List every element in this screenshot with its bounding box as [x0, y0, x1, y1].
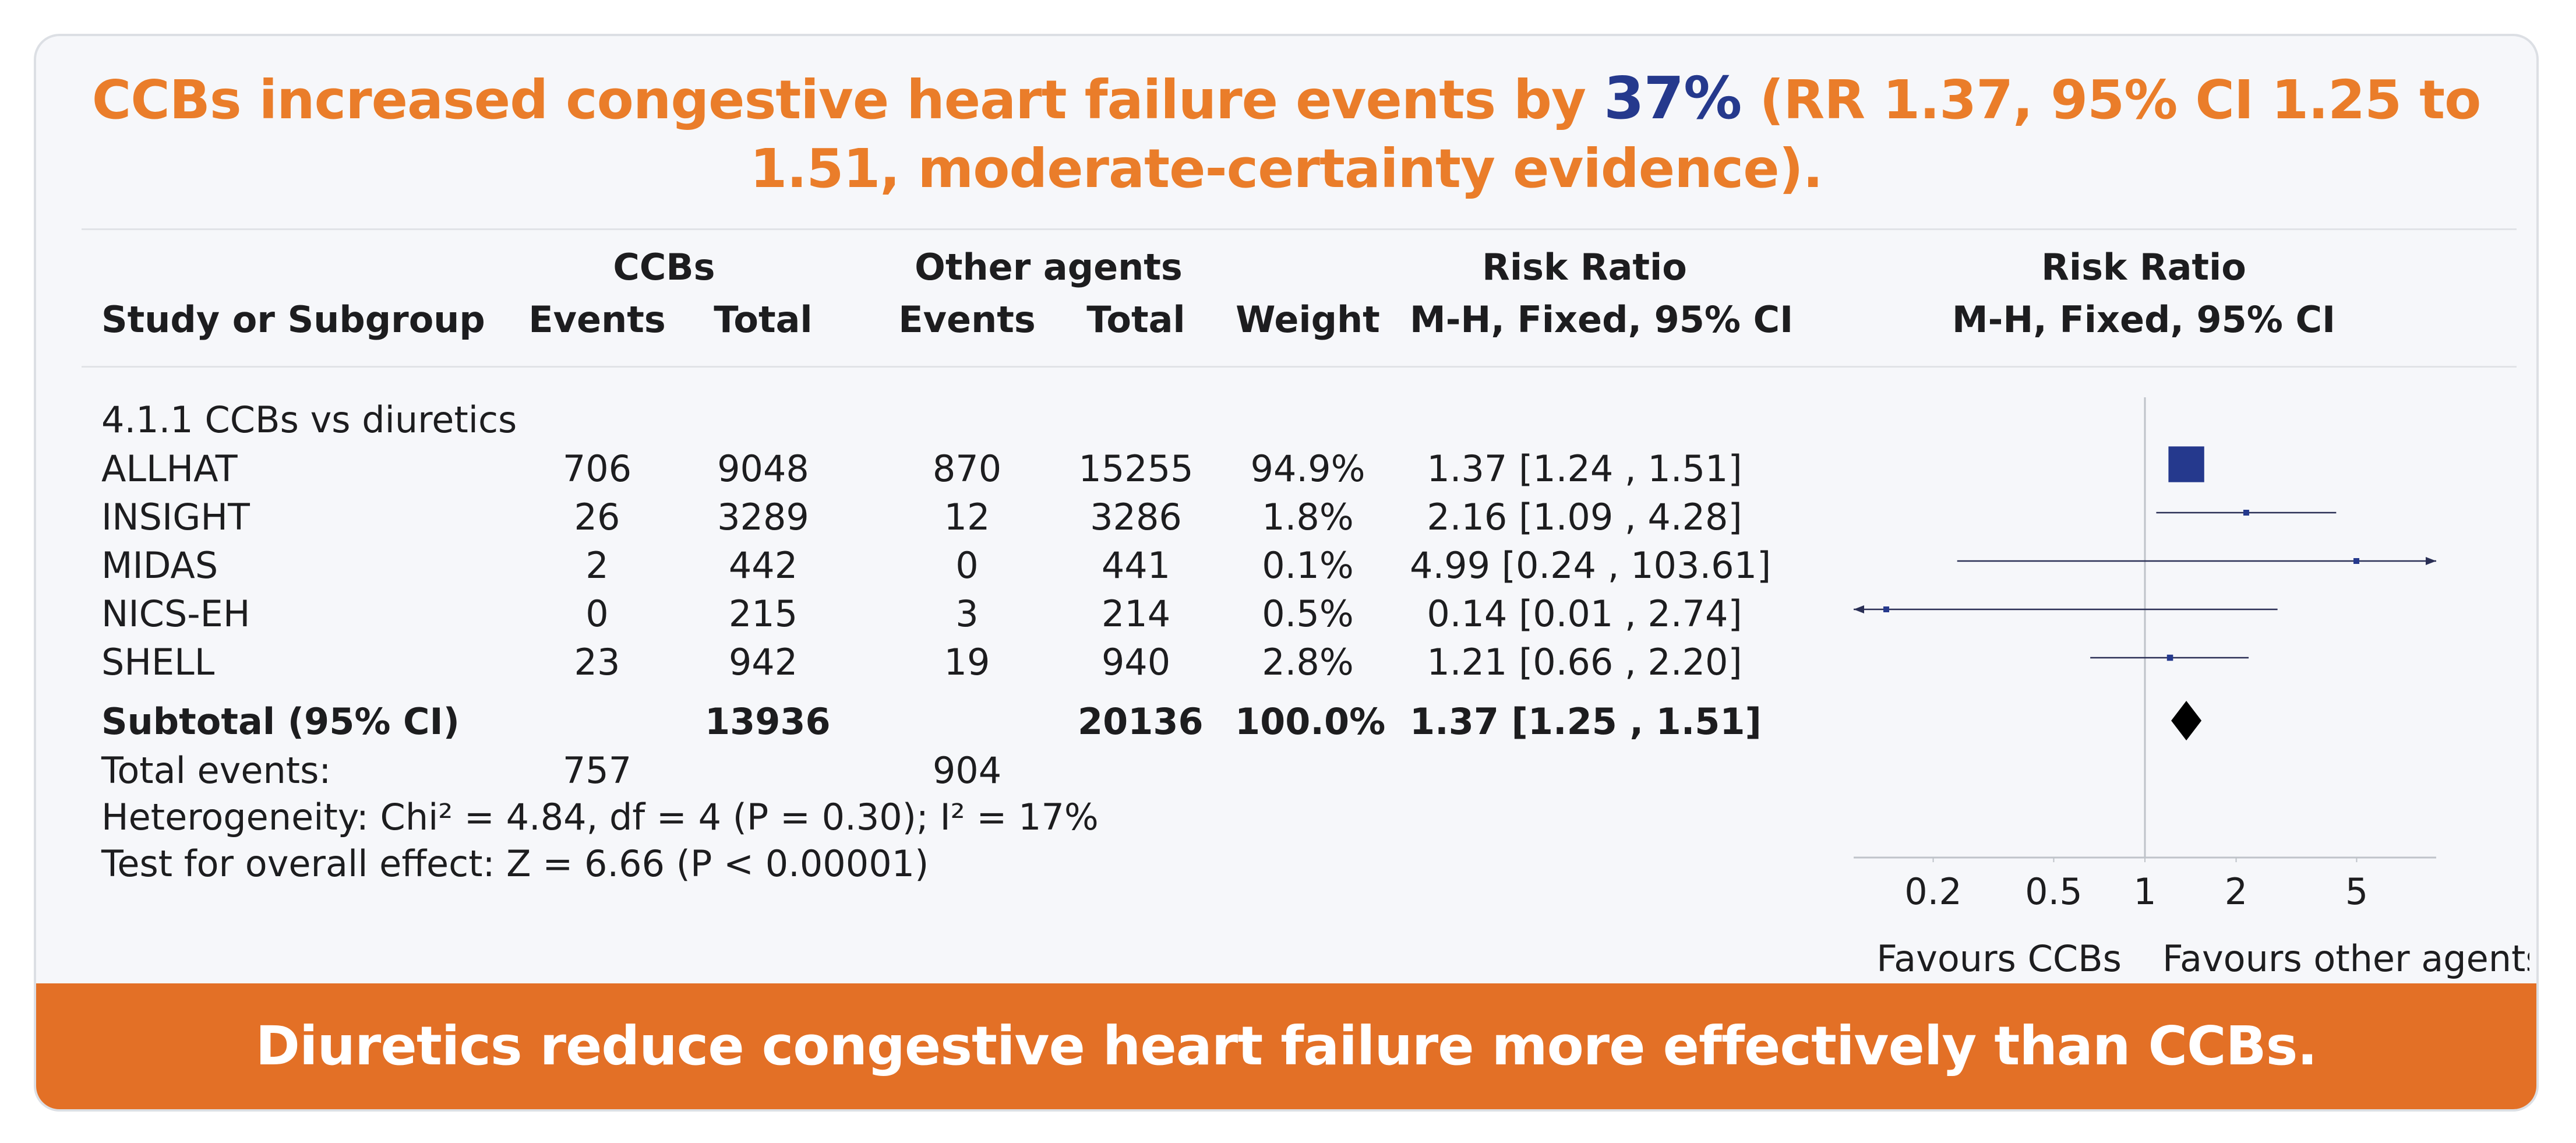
- study-name: MIDAS: [101, 544, 218, 587]
- total-events-other: 904: [932, 749, 1002, 792]
- favours-left-label: Favours CCBs: [1876, 937, 2122, 980]
- subtotal-ccb-total: 13936: [705, 700, 831, 743]
- ci-arrow-right: [2426, 557, 2436, 565]
- ccb-events: 26: [574, 496, 620, 538]
- total-events-ccb: 757: [562, 749, 632, 792]
- ccb-events: 23: [574, 641, 620, 683]
- weight: 0.1%: [1262, 544, 1354, 587]
- rr-header-table-1: Risk Ratio: [1482, 246, 1687, 288]
- ccb-total: 3289: [717, 496, 809, 538]
- subtotal-label: Subtotal (95% CI): [101, 700, 460, 743]
- subtotal-weight: 100.0%: [1235, 700, 1386, 743]
- other-total: 214: [1101, 592, 1171, 635]
- effect-marker: [2243, 510, 2249, 516]
- risk-ratio-ci: 2.16 [1.09 , 4.28]: [1427, 496, 1742, 538]
- ccb-events: 0: [585, 592, 609, 635]
- footer-text: Diuretics reduce congestive heart failur…: [255, 1015, 2318, 1077]
- weight: 1.8%: [1262, 496, 1354, 538]
- study-name: ALLHAT: [101, 447, 238, 490]
- other-events: 3: [955, 592, 979, 635]
- effect-marker: [2166, 654, 2173, 661]
- study-name: SHELL: [101, 641, 215, 683]
- col-weight: Weight: [1236, 298, 1380, 341]
- header-bottom-rule: [82, 366, 2517, 368]
- x-tick-label: 1: [2133, 870, 2156, 913]
- ccb-total: 942: [728, 641, 798, 683]
- risk-ratio-ci: 1.21 [0.66 , 2.20]: [1427, 641, 1742, 683]
- x-tick-label: 0.5: [2025, 870, 2083, 913]
- effect-marker: [1883, 606, 1889, 612]
- ccb-total: 442: [728, 544, 798, 587]
- heterogeneity-text: Heterogeneity: Chi² = 4.84, df = 4 (P = …: [101, 796, 1099, 838]
- effect-marker: [2168, 446, 2204, 482]
- study-name: INSIGHT: [101, 496, 250, 538]
- headline-before: CCBs increased congestive heart failure …: [91, 69, 1604, 131]
- col-other-events: Events: [898, 298, 1036, 341]
- rr-header-plot-2: M-H, Fixed, 95% CI: [1952, 298, 2336, 341]
- rr-header-plot-1: Risk Ratio: [2041, 246, 2246, 288]
- effect-marker: [2353, 558, 2360, 564]
- other-events: 0: [955, 544, 979, 587]
- risk-ratio-ci: 4.99 [0.24 , 103.61]: [1410, 544, 1772, 587]
- col-other-total: Total: [1086, 298, 1185, 341]
- x-tick-label: 5: [2345, 870, 2368, 913]
- subtotal-ci: 1.37 [1.25 , 1.51]: [1410, 700, 1762, 743]
- ccb-total: 215: [728, 592, 798, 635]
- study-name: NICS-EH: [101, 592, 250, 635]
- subgroup-label: 4.1.1 CCBs vs diuretics: [101, 398, 517, 441]
- col-ccb-total: Total: [714, 298, 813, 341]
- headline-after: (RR 1.37, 95% CI 1.25 to 1.51, moderate-…: [750, 69, 2481, 200]
- other-total: 3286: [1090, 496, 1182, 538]
- header-top-rule: [82, 228, 2517, 230]
- weight: 94.9%: [1250, 447, 1365, 490]
- favours-right-label: Favours other agents: [2162, 937, 2529, 980]
- other-events: 870: [932, 447, 1002, 490]
- subtotal-other-total: 20136: [1078, 700, 1204, 743]
- weight: 0.5%: [1262, 592, 1354, 635]
- other-events: 19: [944, 641, 990, 683]
- other-total: 15255: [1078, 447, 1194, 490]
- footer-banner: Diuretics reduce congestive heart failur…: [36, 983, 2536, 1109]
- other-total: 441: [1101, 544, 1171, 587]
- pooled-diamond: [2171, 701, 2202, 740]
- headline-highlight: 37%: [1603, 64, 1742, 132]
- group-header-ccbs: CCBs: [613, 246, 715, 288]
- weight: 2.8%: [1262, 641, 1354, 683]
- forest-plot: 0.2 0.5 1 2 5 Favours CCBs Favours other agent…: [1854, 397, 2529, 980]
- x-tick-label: 0.2: [1904, 870, 1962, 913]
- risk-ratio-ci: 0.14 [0.01 , 2.74]: [1427, 592, 1742, 635]
- col-ccb-events: Events: [528, 298, 666, 341]
- group-header-other: Other agents: [915, 246, 1183, 288]
- other-total: 940: [1101, 641, 1171, 683]
- headline: CCBs increased congestive heart failure …: [36, 64, 2536, 203]
- x-tick-label: 2: [2225, 870, 2247, 913]
- ccb-events: 706: [562, 447, 632, 490]
- summary-card: CCBs increased congestive heart failure …: [34, 34, 2539, 1112]
- col-study: Study or Subgroup: [101, 298, 485, 341]
- total-events-label: Total events:: [101, 749, 331, 792]
- rr-header-table-2: M-H, Fixed, 95% CI: [1410, 298, 1794, 341]
- ccb-events: 2: [585, 544, 609, 587]
- ccb-total: 9048: [717, 447, 809, 490]
- overall-effect-text: Test for overall effect: Z = 6.66 (P < 0…: [101, 842, 929, 885]
- risk-ratio-ci: 1.37 [1.24 , 1.51]: [1427, 447, 1742, 490]
- other-events: 12: [944, 496, 990, 538]
- ci-arrow-left: [1854, 605, 1864, 613]
